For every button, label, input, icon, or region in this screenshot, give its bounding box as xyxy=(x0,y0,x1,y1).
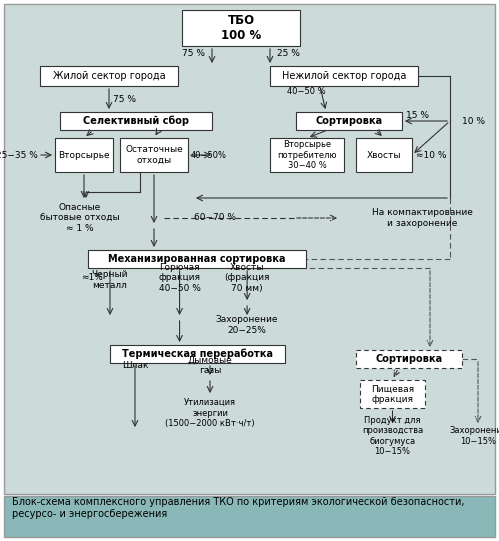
Bar xyxy=(270,138,344,172)
Text: Хвосты: Хвосты xyxy=(367,150,401,160)
Text: ≈1%: ≈1% xyxy=(81,274,103,282)
Bar xyxy=(55,138,113,172)
Text: 75 %: 75 % xyxy=(113,95,137,103)
Text: Горючая
фракция
40−50 %: Горючая фракция 40−50 % xyxy=(159,263,201,293)
Text: Захоронение
10−15%: Захоронение 10−15% xyxy=(449,426,499,446)
Text: Блок-схема комплексного управления ТКО по критериям экологической безопасности,
: Блок-схема комплексного управления ТКО п… xyxy=(12,497,465,519)
Text: ТБО
100 %: ТБО 100 % xyxy=(221,14,261,42)
Text: Захоронение
20−25%: Захоронение 20−25% xyxy=(216,315,278,335)
Text: 25−35 %: 25−35 % xyxy=(0,150,38,160)
Text: Механизированная сортировка: Механизированная сортировка xyxy=(108,254,286,264)
Bar xyxy=(110,345,285,363)
Bar xyxy=(40,66,178,86)
Bar xyxy=(60,112,212,130)
Text: Термическая переработка: Термическая переработка xyxy=(122,349,273,359)
Text: Черный
металл: Черный металл xyxy=(92,270,128,289)
Text: ≈10 %: ≈10 % xyxy=(416,150,447,160)
Text: 40−50%: 40−50% xyxy=(191,150,227,160)
Text: 60−70 %: 60−70 % xyxy=(194,214,236,222)
Text: Дымовые
газы: Дымовые газы xyxy=(188,355,233,375)
Text: Сортировка: Сортировка xyxy=(315,116,383,126)
Text: Остаточные
отходы: Остаточные отходы xyxy=(125,146,183,164)
Text: Сортировка: Сортировка xyxy=(375,354,443,364)
Bar xyxy=(360,380,425,408)
Bar xyxy=(356,138,412,172)
Bar xyxy=(182,10,300,46)
Bar xyxy=(4,496,495,537)
Text: Хвосты
(фракция
70 мм): Хвосты (фракция 70 мм) xyxy=(225,263,270,293)
Text: Опасные
бытовые отходы
≈ 1 %: Опасные бытовые отходы ≈ 1 % xyxy=(40,203,120,233)
Text: Продукт для
производства
биогумуса
10−15%: Продукт для производства биогумуса 10−15… xyxy=(362,416,423,456)
Text: Селективный сбор: Селективный сбор xyxy=(83,116,189,126)
Text: Вторсырье
потребителю
30−40 %: Вторсырье потребителю 30−40 % xyxy=(277,140,337,170)
Bar xyxy=(120,138,188,172)
Bar xyxy=(270,66,418,86)
Text: На компактирование
и захоронение: На компактирование и захоронение xyxy=(372,208,473,228)
Text: 25 %: 25 % xyxy=(276,49,299,58)
Text: 40−50 %: 40−50 % xyxy=(287,88,325,96)
Bar xyxy=(296,112,402,130)
Text: 10 %: 10 % xyxy=(462,116,485,126)
Bar xyxy=(88,250,306,268)
Text: 75 %: 75 % xyxy=(183,49,206,58)
Bar xyxy=(356,350,462,368)
Text: Утилизация
энергии
(1500−2000 кВт·ч/т): Утилизация энергии (1500−2000 кВт·ч/т) xyxy=(165,398,255,428)
Text: Шлак: Шлак xyxy=(122,360,148,370)
Text: Жилой сектор города: Жилой сектор города xyxy=(53,71,165,81)
Text: 15 %: 15 % xyxy=(406,111,429,121)
Text: Нежилой сектор города: Нежилой сектор города xyxy=(282,71,406,81)
Text: Вторсырье: Вторсырье xyxy=(58,150,110,160)
Text: Пищевая
фракция: Пищевая фракция xyxy=(371,384,414,404)
